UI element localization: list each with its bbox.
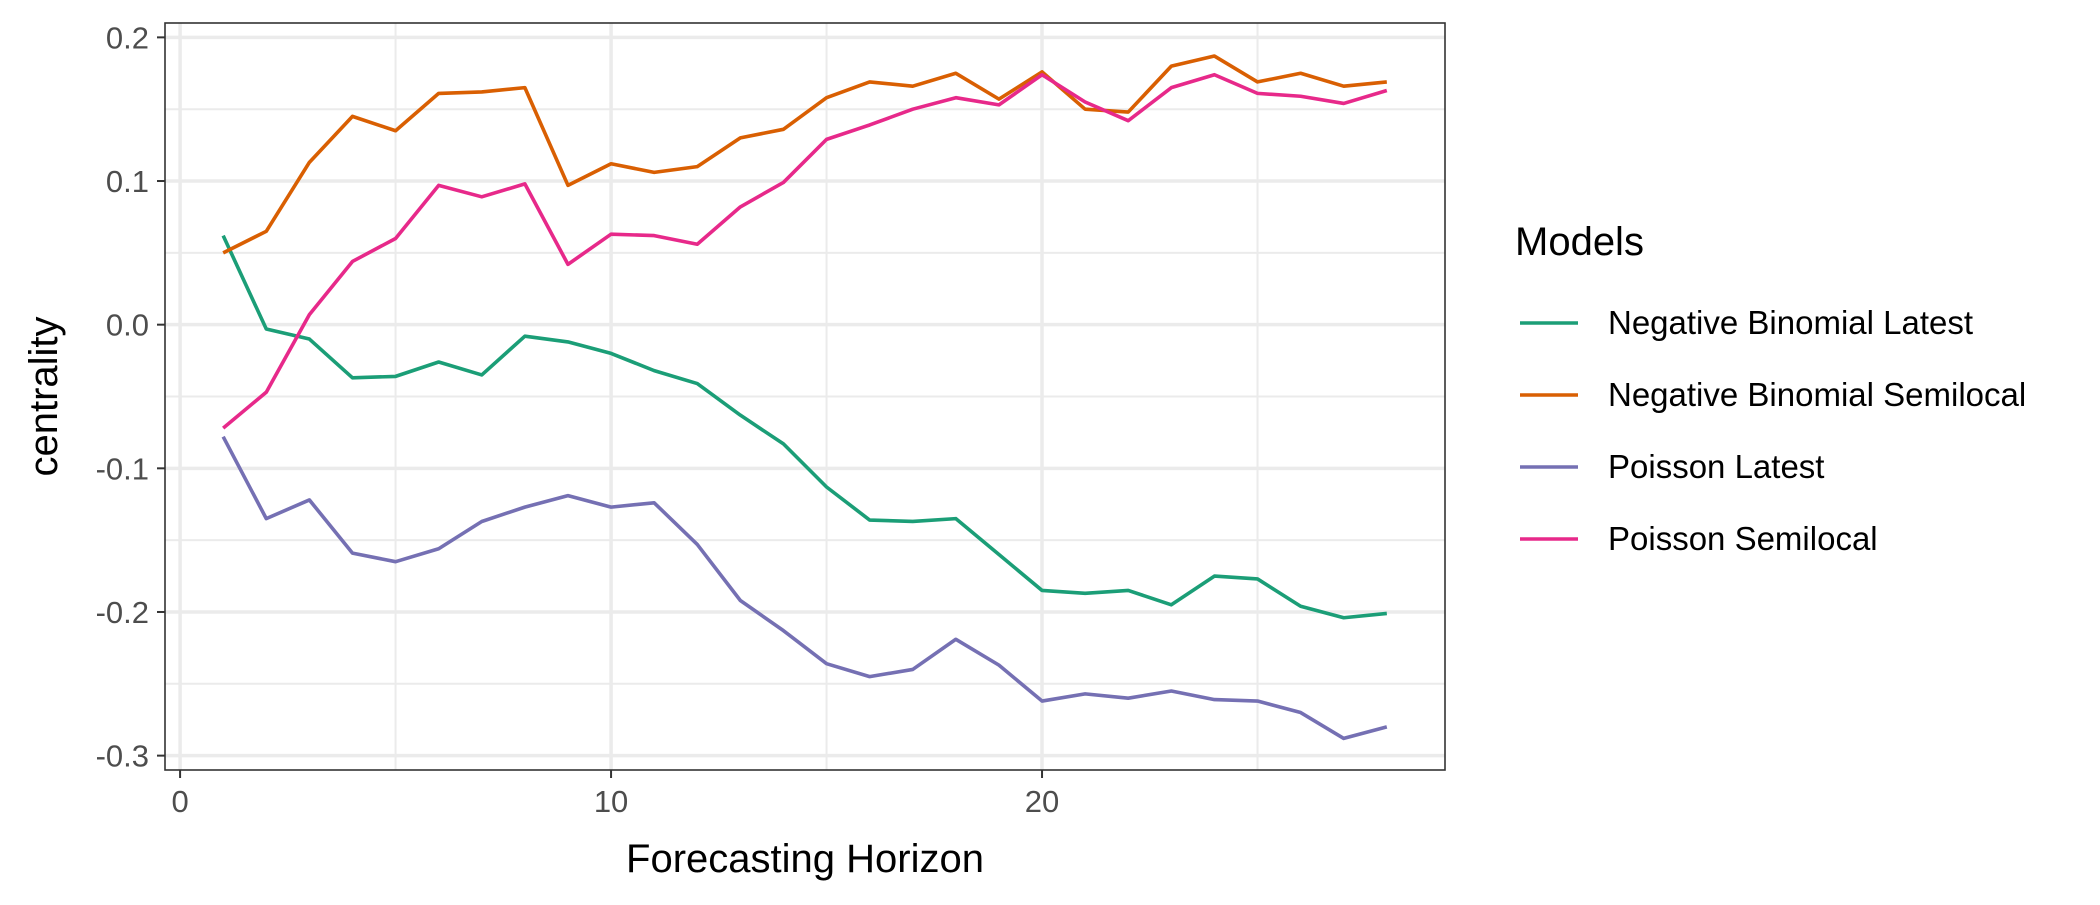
y-axis: 0.2 0.1 0.0 -0.1 -0.2 -0.3 xyxy=(96,20,165,774)
y-axis-title: centrality xyxy=(22,316,66,476)
legend-title: Models xyxy=(1515,220,1644,264)
legend-label: Poisson Latest xyxy=(1608,448,1824,485)
legend-label: Poisson Semilocal xyxy=(1608,520,1878,557)
legend-label: Negative Binomial Semilocal xyxy=(1608,376,2026,413)
series-line xyxy=(222,72,1388,430)
y-tick-label: 0.0 xyxy=(106,308,149,343)
x-tick-label: 0 xyxy=(171,784,188,819)
major-gridlines xyxy=(165,23,1445,770)
series-layer xyxy=(221,54,1388,741)
y-tick-label: -0.2 xyxy=(96,595,149,630)
minor-gridlines xyxy=(165,23,1445,770)
series-line xyxy=(221,234,1387,620)
legend: Models Negative Binomial LatestNegative … xyxy=(1515,220,2026,557)
x-axis-title: Forecasting Horizon xyxy=(626,837,984,881)
y-tick-label: -0.3 xyxy=(96,739,149,774)
y-tick-label: -0.1 xyxy=(96,451,149,486)
x-axis: 0 10 20 xyxy=(171,770,1059,819)
y-tick-label: 0.1 xyxy=(106,164,149,199)
y-tick-label: 0.2 xyxy=(106,20,149,55)
x-tick-label: 10 xyxy=(594,784,628,819)
legend-label: Negative Binomial Latest xyxy=(1608,304,1973,341)
series-line xyxy=(222,54,1387,255)
legend-items: Negative Binomial Latest Negative Binomia… xyxy=(1520,304,2026,557)
plot-panel-border xyxy=(164,22,1446,771)
series-line xyxy=(221,435,1388,741)
x-tick-label: 20 xyxy=(1025,784,1059,819)
